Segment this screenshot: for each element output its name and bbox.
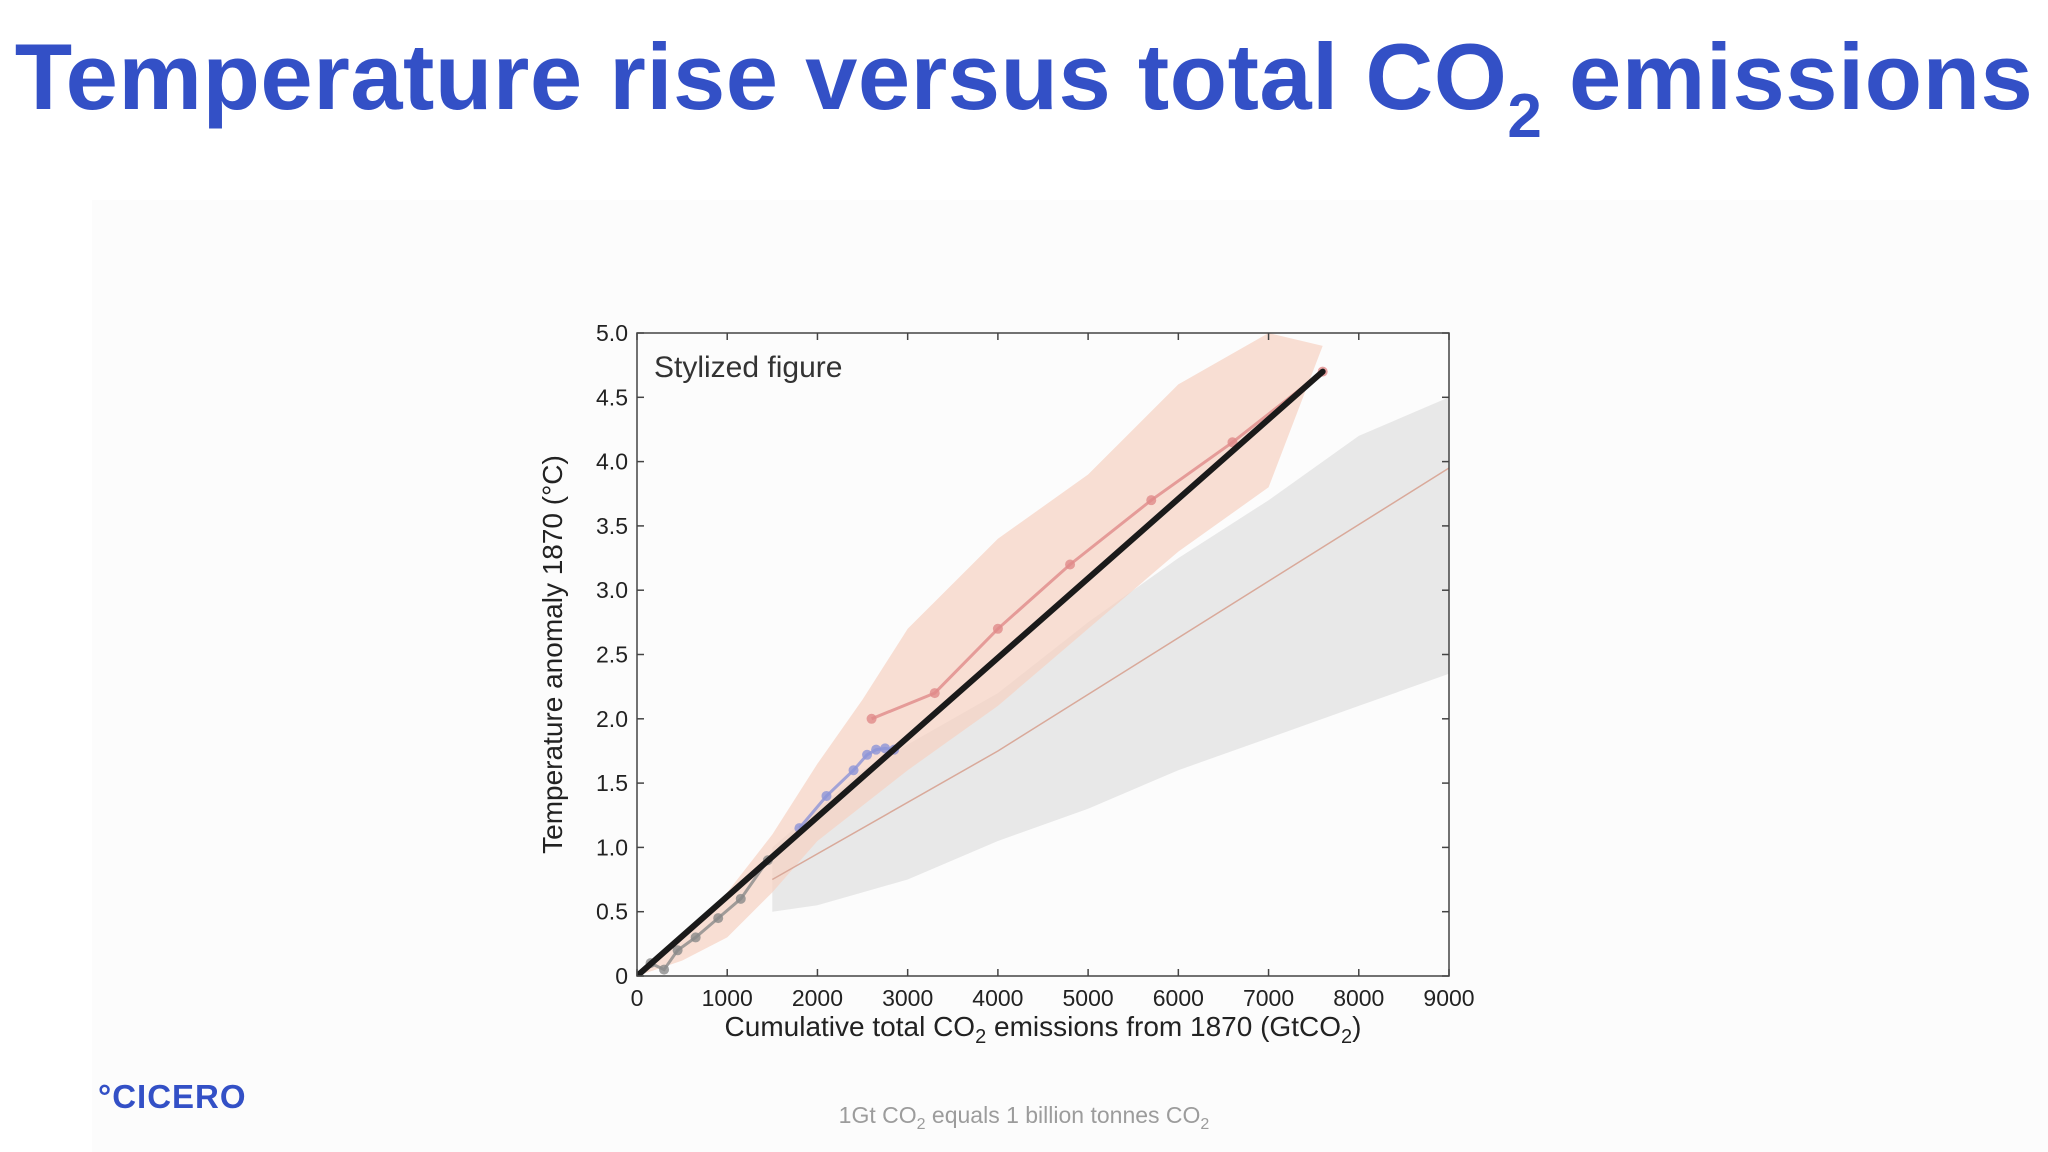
- high-scenario-point: [1065, 559, 1076, 570]
- x-tick-label: 3000: [882, 985, 933, 1011]
- mid-scenario-point: [880, 743, 891, 754]
- y-tick-label: 5.0: [596, 320, 628, 346]
- mid-scenario-point: [871, 744, 882, 755]
- historical-path-point: [690, 932, 701, 943]
- historical-path-point: [672, 945, 683, 956]
- mid-scenario-point: [821, 790, 832, 801]
- y-axis-label: Temperature anomaly 1870 (°C): [540, 455, 568, 854]
- x-tick-label: 4000: [972, 985, 1023, 1011]
- chart-container: 0 1000 2000 3000 4000 5000 6000 7000 8000 9000 0 0.…: [537, 315, 1520, 1065]
- high-scenario-point: [992, 623, 1003, 634]
- mid-scenario-point: [848, 765, 859, 776]
- mid-scenario-point: [862, 749, 873, 760]
- x-tick-label: 0: [631, 985, 644, 1011]
- plot-clipped-group: [637, 333, 1449, 976]
- x-tick-label: 9000: [1423, 985, 1474, 1011]
- historical-path-point: [713, 913, 724, 924]
- chart-annotation: Stylized figure: [654, 351, 842, 384]
- x-tick-label: 6000: [1153, 985, 1204, 1011]
- high-scenario-point: [1227, 437, 1238, 448]
- y-tick-label: 4.0: [596, 449, 628, 475]
- x-tick-label: 2000: [792, 985, 843, 1011]
- y-tick-label: 2.0: [596, 706, 628, 732]
- trend-line: [637, 368, 1326, 976]
- chart-svg: 0 1000 2000 3000 4000 5000 6000 7000 8000 9000 0 0.…: [537, 320, 1475, 1048]
- cicero-logo: °CICERO: [98, 1078, 247, 1115]
- band-center-line: [771, 467, 1449, 881]
- historical-path-point: [659, 964, 670, 975]
- high-scenario-point: [866, 713, 877, 724]
- high-scenario-point: [929, 688, 940, 699]
- x-tick-label: 8000: [1333, 985, 1384, 1011]
- x-tick-label: 7000: [1243, 985, 1294, 1011]
- historical-path-point: [735, 893, 746, 904]
- footnote: 1Gt CO2 equals 1 billion tonnes CO2: [838, 1102, 1210, 1133]
- slide-title: Temperature rise versus total CO2 emissi…: [14, 24, 2034, 151]
- tick-layer: 0 1000 2000 3000 4000 5000 6000 7000 8000 9000 0 0.…: [596, 320, 1475, 1011]
- y-tick-label: 1.0: [596, 834, 628, 860]
- x-axis-label: Cumulative total CO2 emissions from 1870…: [725, 1011, 1362, 1048]
- y-tick-label: 4.5: [596, 384, 628, 410]
- y-tick-label: 3.0: [596, 577, 628, 603]
- y-tick-label: 0.5: [596, 899, 628, 925]
- y-tick-label: 2.5: [596, 642, 628, 668]
- y-tick-label: 0: [615, 963, 628, 989]
- high-scenario-point: [1146, 495, 1157, 506]
- x-tick-label: 5000: [1063, 985, 1114, 1011]
- x-tick-label: 1000: [702, 985, 753, 1011]
- plot-layer: [636, 332, 1450, 977]
- y-tick-label: 1.5: [596, 770, 628, 796]
- y-tick-label: 3.5: [596, 513, 628, 539]
